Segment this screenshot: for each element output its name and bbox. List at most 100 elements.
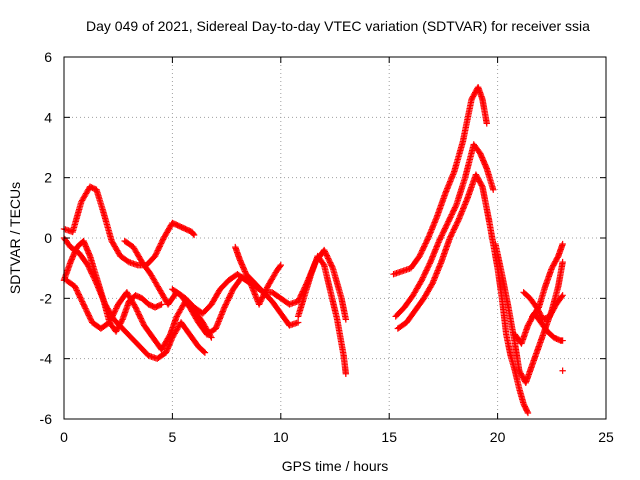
data-point xyxy=(446,215,453,222)
data-point xyxy=(155,244,163,251)
data-point xyxy=(134,308,141,315)
data-point xyxy=(77,295,85,302)
data-point xyxy=(201,349,209,356)
data-point xyxy=(452,222,460,229)
data-point xyxy=(441,226,448,234)
data-point xyxy=(137,313,144,321)
data-point xyxy=(440,228,447,235)
data-point xyxy=(113,303,121,311)
data-point xyxy=(451,204,459,211)
data-point xyxy=(447,212,455,220)
data-point xyxy=(451,225,458,232)
data-point xyxy=(417,251,424,258)
data-point xyxy=(421,271,428,278)
data-point xyxy=(450,226,458,233)
data-point xyxy=(79,299,87,307)
y-tick-label: 6 xyxy=(44,49,52,65)
data-point xyxy=(419,247,426,254)
data-point xyxy=(449,208,457,215)
data-point xyxy=(524,409,532,417)
data-point xyxy=(327,260,335,268)
data-points xyxy=(60,83,566,417)
data-point xyxy=(559,240,566,248)
data-point xyxy=(221,304,228,311)
data-point xyxy=(478,182,485,189)
data-point xyxy=(223,300,230,307)
data-point xyxy=(451,205,458,213)
data-point xyxy=(421,270,429,277)
data-point xyxy=(255,301,263,308)
data-point xyxy=(131,302,138,310)
data-point xyxy=(257,298,264,305)
data-point xyxy=(447,233,454,240)
y-axis-label: SDTVAR / TECUs xyxy=(7,182,23,294)
data-point xyxy=(425,261,433,269)
data-point xyxy=(159,237,166,244)
data-point xyxy=(322,251,330,258)
data-point xyxy=(320,260,327,268)
data-point xyxy=(71,283,79,290)
data-point xyxy=(439,229,447,236)
data-point xyxy=(158,301,165,308)
data-point xyxy=(558,293,565,300)
x-tick-label: 5 xyxy=(169,429,177,445)
data-point xyxy=(226,293,233,300)
data-point xyxy=(446,234,454,242)
data-point xyxy=(224,297,231,304)
data-point xyxy=(157,240,165,247)
data-point xyxy=(83,308,91,315)
data-point xyxy=(419,245,427,253)
data-point xyxy=(437,233,445,241)
data-point xyxy=(423,238,430,246)
data-point xyxy=(76,294,84,301)
data-point xyxy=(454,219,461,226)
data-point xyxy=(416,252,423,260)
data-point xyxy=(276,263,284,270)
data-point xyxy=(86,315,94,322)
data-point xyxy=(437,235,444,242)
data-point xyxy=(75,291,83,298)
data-point xyxy=(447,214,454,221)
data-point xyxy=(445,218,452,225)
data-point xyxy=(448,230,456,238)
data-point xyxy=(190,230,197,238)
data-point xyxy=(72,285,80,293)
data-point xyxy=(227,291,234,299)
x-tick-label: 15 xyxy=(381,429,397,445)
data-point xyxy=(166,332,173,340)
data-point xyxy=(328,263,336,270)
data-point xyxy=(84,310,92,318)
data-point xyxy=(135,309,142,317)
data-point xyxy=(559,337,566,344)
data-point xyxy=(136,312,143,319)
data-point xyxy=(82,306,90,314)
data-point xyxy=(326,259,334,266)
data-point xyxy=(342,370,350,377)
data-point xyxy=(426,260,433,267)
data-point xyxy=(559,292,566,299)
data-point xyxy=(152,251,159,258)
data-point xyxy=(342,316,350,323)
data-point xyxy=(421,241,429,249)
data-point xyxy=(78,298,86,305)
x-tick-label: 0 xyxy=(60,429,68,445)
data-point xyxy=(418,248,425,256)
data-point xyxy=(78,296,85,304)
data-point xyxy=(423,237,431,244)
data-point xyxy=(328,262,335,269)
data-point xyxy=(73,287,81,294)
data-point xyxy=(325,256,333,264)
y-tick-label: 2 xyxy=(44,170,52,186)
data-point xyxy=(133,306,141,314)
data-point xyxy=(323,252,331,259)
chart-title: Day 049 of 2021, Sidereal Day-to-day VTE… xyxy=(86,18,590,34)
data-point xyxy=(449,209,456,217)
data-point xyxy=(208,334,215,341)
data-point xyxy=(227,290,235,297)
data-point xyxy=(223,298,231,306)
data-point xyxy=(320,246,328,254)
data-point xyxy=(153,248,161,256)
data-point xyxy=(72,284,79,291)
data-point xyxy=(133,305,140,312)
data-point xyxy=(417,278,425,285)
